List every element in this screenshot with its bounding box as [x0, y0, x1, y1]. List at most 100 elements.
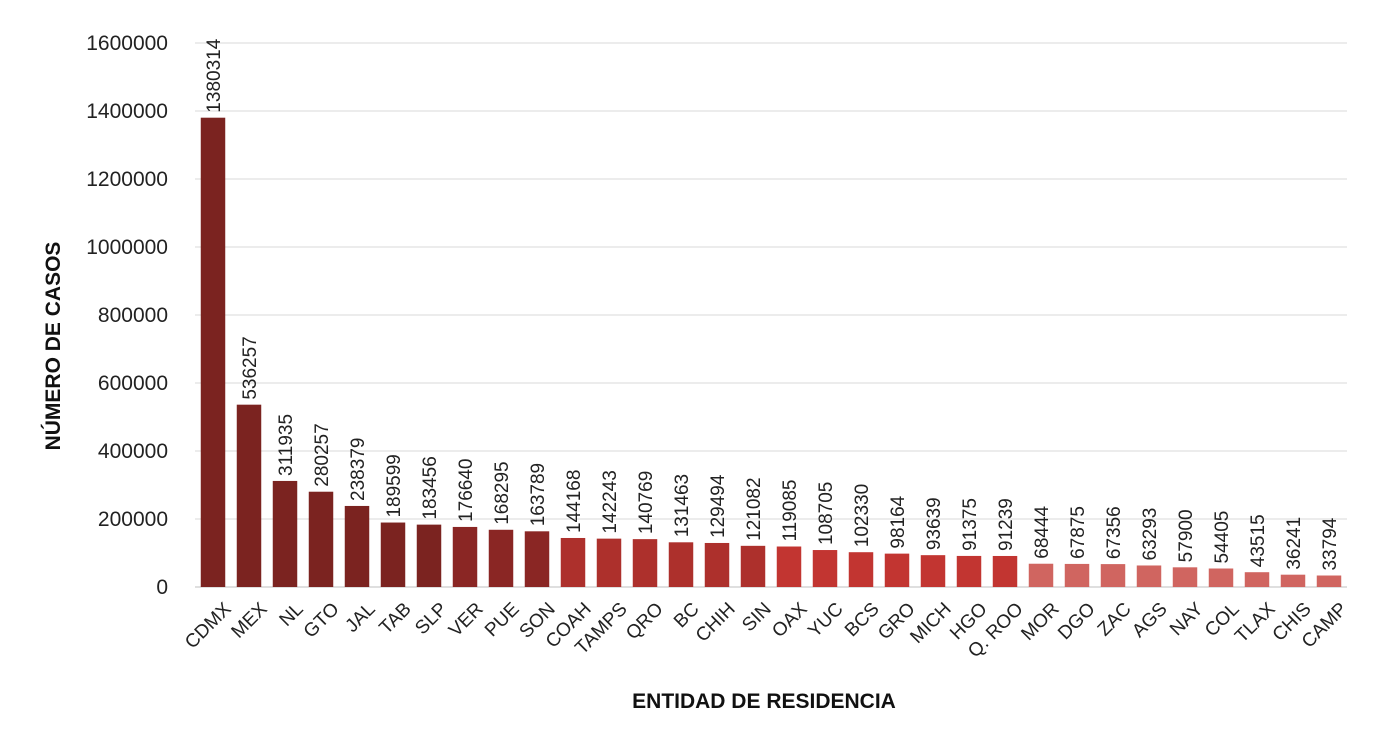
category-label: VER — [445, 599, 487, 641]
y-tick-label: 1200000 — [86, 168, 168, 191]
category-label: PUE — [481, 599, 523, 641]
data-label: 121082 — [744, 477, 765, 540]
bar — [344, 505, 370, 587]
data-label: 311935 — [276, 414, 297, 476]
bar — [236, 404, 262, 587]
data-label: 142243 — [600, 470, 621, 533]
category-label: JAL — [342, 599, 380, 637]
category-label: QRO — [622, 599, 667, 644]
bar — [380, 522, 406, 587]
y-tick-label: 1400000 — [86, 100, 168, 123]
category-label: DGO — [1054, 599, 1099, 644]
bar — [1208, 568, 1234, 587]
bar — [200, 117, 226, 587]
category-label: ZAC — [1094, 599, 1136, 641]
category-label: SIN — [738, 599, 775, 636]
data-label: 67356 — [1104, 506, 1125, 559]
data-label: 54405 — [1212, 511, 1233, 564]
bar — [704, 542, 730, 587]
data-label: 119085 — [780, 480, 801, 542]
category-label: MICH — [906, 599, 955, 648]
category-label: YUC — [804, 599, 847, 642]
data-label: 129494 — [708, 474, 729, 538]
data-label: 168295 — [492, 461, 513, 524]
y-tick-label: 1000000 — [86, 236, 168, 259]
bar — [1244, 572, 1270, 587]
y-axis-title: NÚMERO DE CASOS — [41, 242, 65, 451]
data-label: 93639 — [924, 497, 945, 550]
y-tick-label: 200000 — [98, 508, 168, 531]
category-label: TLAX — [1231, 599, 1280, 648]
y-tick-label: 600000 — [98, 372, 168, 395]
data-label: 67875 — [1068, 506, 1089, 559]
bar — [524, 531, 550, 587]
bar — [1064, 563, 1090, 587]
bar — [416, 524, 442, 587]
bar — [776, 546, 802, 587]
category-label: AGS — [1128, 599, 1171, 642]
data-label: 43515 — [1248, 514, 1269, 567]
data-label: 144168 — [564, 470, 585, 533]
bar — [596, 538, 622, 587]
data-label: 280257 — [312, 423, 333, 486]
bar — [848, 552, 874, 587]
data-label: 238379 — [348, 438, 369, 501]
data-label: 140769 — [636, 471, 657, 534]
bar — [560, 537, 586, 587]
x-axis-title: ENTIDAD DE RESIDENCIA — [632, 690, 896, 713]
bar — [1316, 575, 1342, 587]
category-label: MOR — [1017, 599, 1063, 645]
y-tick-label: 0 — [156, 576, 168, 599]
bar — [488, 529, 514, 587]
data-label: 91239 — [996, 498, 1017, 551]
data-label: 183456 — [420, 456, 441, 519]
bar — [1028, 563, 1054, 587]
data-label: 102330 — [852, 484, 873, 547]
bar — [1280, 574, 1306, 587]
data-label: 57900 — [1176, 509, 1197, 562]
y-axis-ticks: 0 200000 400000 600000 800000 1000000 1200000 1… — [86, 32, 168, 599]
data-label: 1380314 — [204, 38, 225, 112]
data-label: 91375 — [960, 498, 981, 551]
data-label: 189599 — [384, 454, 405, 517]
bar — [1136, 565, 1162, 587]
bars — [200, 117, 1342, 587]
data-label: 68444 — [1032, 505, 1053, 558]
bar — [668, 542, 694, 587]
data-label: 163789 — [528, 463, 549, 526]
y-tick-label: 400000 — [98, 440, 168, 463]
data-label: 63293 — [1140, 508, 1161, 561]
bar — [308, 491, 334, 587]
data-label: 176640 — [456, 459, 477, 522]
category-label: TAB — [376, 599, 416, 639]
data-label: 98164 — [888, 495, 909, 548]
category-label: CHIH — [692, 599, 740, 647]
category-label: SLP — [411, 599, 451, 639]
bar — [992, 555, 1018, 587]
bar — [1172, 567, 1198, 587]
data-label: 536257 — [240, 336, 261, 399]
data-label: 33794 — [1320, 517, 1341, 570]
bar — [272, 480, 298, 587]
category-label: GTO — [300, 599, 344, 643]
bar — [884, 553, 910, 587]
bar — [740, 545, 766, 587]
category-label: OAX — [768, 599, 811, 642]
y-tick-label: 800000 — [98, 304, 168, 327]
category-label: MEX — [228, 599, 272, 643]
y-tick-label: 1600000 — [86, 32, 168, 55]
data-label: 108705 — [816, 482, 837, 545]
bar — [920, 555, 946, 587]
data-label: 36241 — [1284, 517, 1305, 570]
gridlines — [195, 42, 1347, 588]
bar — [452, 526, 478, 587]
category-label: CDMX — [181, 599, 236, 654]
bar — [1100, 564, 1126, 587]
bar — [812, 550, 838, 587]
category-label: BCS — [841, 599, 883, 641]
bar — [632, 539, 658, 587]
bar — [956, 555, 982, 587]
